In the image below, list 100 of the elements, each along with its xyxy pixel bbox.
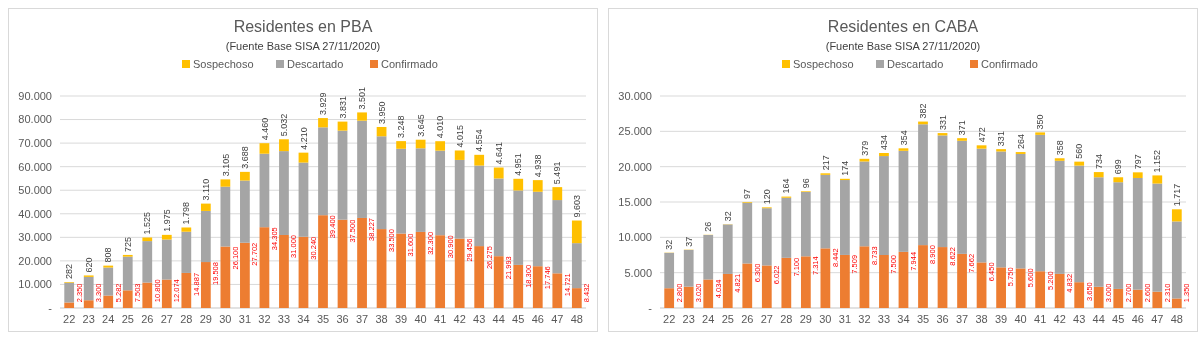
bar (200, 262, 211, 308)
data-label: 174 (840, 160, 851, 176)
legend-label: Descartado (287, 58, 344, 70)
y-tick-label: 60.000 (18, 160, 52, 173)
bar (279, 151, 289, 235)
x-tick-label: 41 (1034, 313, 1047, 325)
bar (513, 264, 524, 308)
y-tick-label: 30.000 (18, 231, 52, 244)
x-tick-label: 22 (663, 313, 676, 325)
bar (532, 266, 543, 308)
bar (1015, 268, 1026, 308)
bar (493, 178, 504, 257)
bar (1093, 286, 1104, 308)
x-tick-label: 40 (414, 313, 427, 325)
data-label: 26 (703, 221, 714, 232)
x-tick-label: 39 (994, 313, 1008, 325)
bar (1113, 182, 1124, 289)
bar (181, 231, 192, 273)
data-label: 282 (64, 263, 75, 280)
bar (376, 229, 387, 308)
bar (220, 179, 231, 187)
bar (552, 200, 563, 274)
bar (859, 161, 870, 247)
legend-label: Confirmado (381, 58, 438, 70)
bar (298, 236, 309, 308)
x-tick-label: 48 (570, 313, 583, 325)
x-tick-label: 23 (682, 313, 695, 325)
x-tick-label: 26 (141, 313, 154, 325)
bar (879, 153, 889, 157)
bar (318, 127, 328, 216)
bar (474, 154, 485, 166)
bar (83, 276, 94, 301)
bar (781, 197, 792, 258)
bar (357, 120, 367, 218)
y-tick-label: 10.000 (618, 231, 652, 244)
data-label: 620 (83, 257, 94, 273)
x-tick-label: 24 (702, 313, 715, 325)
bar (200, 210, 211, 263)
data-label: 3.645 (415, 114, 426, 137)
data-label: 371 (957, 120, 968, 136)
bar (976, 145, 987, 149)
bar (1035, 134, 1046, 272)
x-tick-label: 24 (102, 313, 115, 325)
bar (1054, 158, 1065, 161)
x-tick-label: 30 (819, 313, 832, 325)
bar (396, 233, 406, 308)
data-label: 4.938 (532, 154, 543, 178)
bar (1171, 209, 1182, 222)
x-tick-label: 42 (1053, 313, 1066, 325)
data-label: 264 (1015, 134, 1026, 150)
bar (415, 148, 426, 232)
bar (703, 279, 714, 308)
bar (976, 148, 987, 263)
bar (722, 273, 733, 308)
data-label: 808 (103, 247, 114, 263)
bar (259, 143, 270, 154)
y-tick-label: 10.000 (18, 278, 52, 291)
bar (474, 246, 485, 308)
x-tick-label: 48 (1170, 313, 1183, 325)
bar (683, 249, 694, 287)
bar (552, 187, 563, 201)
x-tick-label: 33 (877, 313, 891, 325)
x-tick-label: 27 (160, 313, 173, 325)
data-label: 96 (801, 178, 811, 189)
x-tick-label: 41 (434, 313, 447, 325)
x-tick-label: 29 (799, 313, 812, 325)
legend-label: Sospechoso (193, 58, 254, 70)
y-tick-label: 15.000 (618, 195, 652, 208)
bar (1074, 161, 1085, 166)
legend-label: Confirmado (981, 58, 1038, 70)
x-tick-label: 44 (492, 313, 505, 325)
bar (454, 159, 465, 239)
bar (898, 251, 909, 308)
bar (318, 118, 328, 128)
x-tick-label: 35 (916, 313, 930, 325)
bar (781, 257, 792, 308)
bar (918, 124, 928, 246)
bar (435, 141, 446, 151)
x-tick-label: 40 (1014, 313, 1027, 325)
x-tick-label: 34 (897, 313, 910, 325)
chart-subtitle: (Fuente Base SISA 27/11/2020) (225, 40, 381, 52)
data-label: 1.975 (161, 209, 172, 232)
bar (1113, 177, 1124, 183)
bar (181, 227, 192, 232)
bar (742, 263, 753, 308)
bar (571, 243, 582, 289)
data-label: 120 (761, 189, 772, 205)
x-tick-label: 25 (121, 313, 134, 325)
bar (532, 191, 543, 267)
data-label: 797 (1132, 154, 1143, 170)
bar (1152, 183, 1163, 292)
x-tick-label: 38 (375, 313, 388, 325)
bar (898, 150, 909, 252)
y-tick-label: 5.000 (624, 266, 652, 279)
bar (918, 245, 928, 308)
data-label: 354 (898, 130, 909, 146)
x-tick-label: 44 (1092, 313, 1105, 325)
y-tick-label: 30.000 (618, 89, 652, 102)
bar (879, 255, 889, 308)
bar (664, 288, 675, 308)
